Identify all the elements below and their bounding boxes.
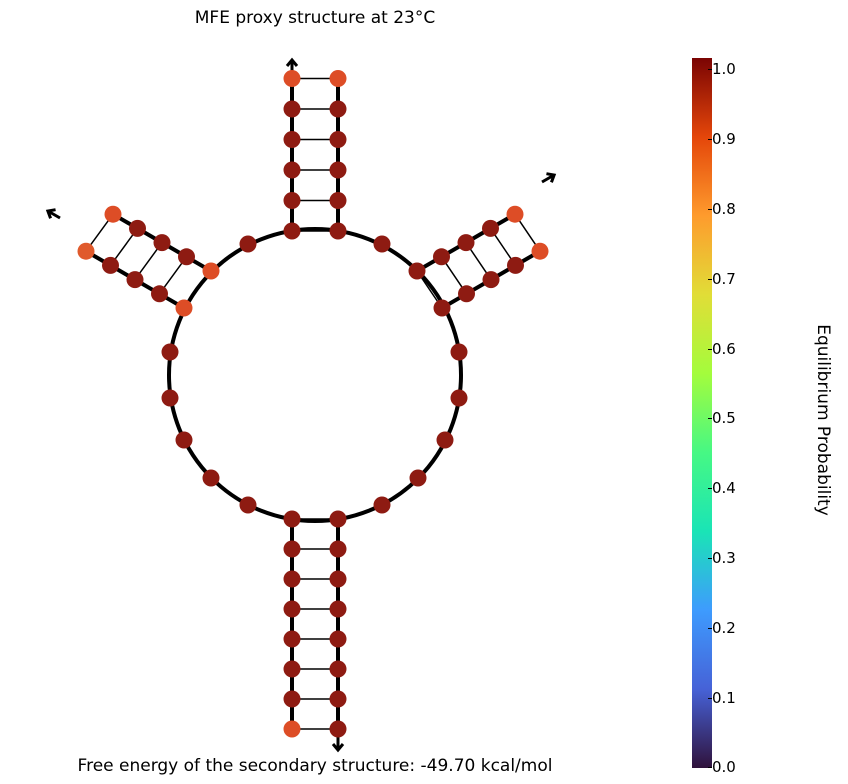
chart-title: MFE proxy structure at 23°C [194, 8, 436, 28]
nucleotide [329, 70, 347, 87]
nucleotide [283, 510, 301, 528]
nucleotide [202, 469, 220, 487]
colorbar-tick: 0.4 [708, 479, 736, 497]
colorbar-tick: 0.7 [708, 270, 736, 288]
colorbar-tick: 0.9 [708, 130, 736, 148]
nucleotide [102, 256, 119, 274]
nucleotide [283, 660, 301, 678]
colorbar-label: Equilibrium Probability [813, 324, 833, 516]
nucleotide [283, 70, 301, 87]
nucleotide [202, 262, 220, 280]
colorbar-tick: 1.0 [708, 60, 736, 78]
nucleotide [373, 496, 391, 514]
colorbar-ticks: 1.0 0.9 0.8 0.7 0.6 0.5 0.4 0.3 0.2 0.1 … [708, 0, 772, 784]
nucleotide [329, 131, 347, 148]
nucleotide [433, 299, 451, 317]
nucleotide [409, 469, 427, 487]
colorbar-tick: 0.0 [708, 758, 736, 776]
strand-end-arrow-icon [541, 172, 557, 184]
colorbar-tick: 0.1 [708, 689, 736, 707]
nucleotide [373, 235, 391, 253]
nucleotide [283, 720, 301, 738]
nucleotide [126, 271, 144, 289]
multiloop-backbone [167, 227, 463, 523]
colorbar-tick: 0.5 [708, 409, 736, 427]
nucleotide [329, 100, 347, 118]
nucleotide [436, 431, 454, 449]
nucleotide [329, 690, 347, 708]
nucleotide [329, 510, 347, 528]
nucleotide [239, 235, 257, 253]
nucleotide [329, 660, 347, 678]
colorbar-tick: 0.3 [708, 549, 736, 567]
colorbar-gradient [692, 58, 712, 768]
nucleotide [151, 285, 168, 303]
nucleotide [283, 131, 301, 148]
nucleotide [450, 389, 468, 407]
nucleotide [482, 219, 499, 237]
nucleotide [161, 389, 179, 407]
nucleotide [283, 222, 301, 240]
nucleotide [104, 205, 122, 223]
nucleotide [408, 262, 426, 280]
nucleotide [175, 299, 193, 317]
nucleotide [329, 630, 347, 648]
nucleotide [329, 540, 347, 558]
nucleotide [129, 219, 146, 237]
nucleotide [161, 343, 179, 361]
nucleotide [283, 570, 301, 588]
free-energy-caption: Free energy of the secondary structure: … [77, 756, 553, 776]
nucleotide [329, 161, 347, 179]
colorbar-tick: 0.8 [708, 200, 736, 218]
nucleotide [329, 222, 347, 240]
nucleotide [507, 256, 524, 274]
nucleotide [329, 192, 347, 209]
nucleotide [506, 205, 524, 223]
nucleotide [283, 100, 301, 118]
colorbar-tick: 0.2 [708, 619, 736, 637]
nucleotide [153, 234, 171, 252]
nucleotide [239, 496, 257, 514]
nucleotide [482, 271, 500, 289]
colorbar-tick: 0.6 [708, 340, 736, 358]
nucleotide [450, 343, 468, 361]
nucleotide [178, 248, 195, 266]
nucleotide [329, 720, 347, 738]
nucleotide [458, 285, 475, 303]
nucleotide [433, 248, 450, 266]
nucleotide [329, 570, 347, 588]
strand-end-arrow-icon [331, 736, 345, 753]
nucleotide [283, 600, 301, 618]
nucleotide [283, 690, 301, 708]
strand-end-arrow-icon [45, 208, 61, 220]
nucleotide [283, 192, 301, 209]
nucleotide [457, 234, 475, 252]
nucleotide [283, 630, 301, 648]
nucleotide [329, 600, 347, 618]
nucleotide [175, 431, 193, 449]
nucleotide [531, 242, 549, 260]
nucleotide [283, 161, 301, 179]
nucleotide [77, 242, 95, 260]
nucleotide [283, 540, 301, 558]
